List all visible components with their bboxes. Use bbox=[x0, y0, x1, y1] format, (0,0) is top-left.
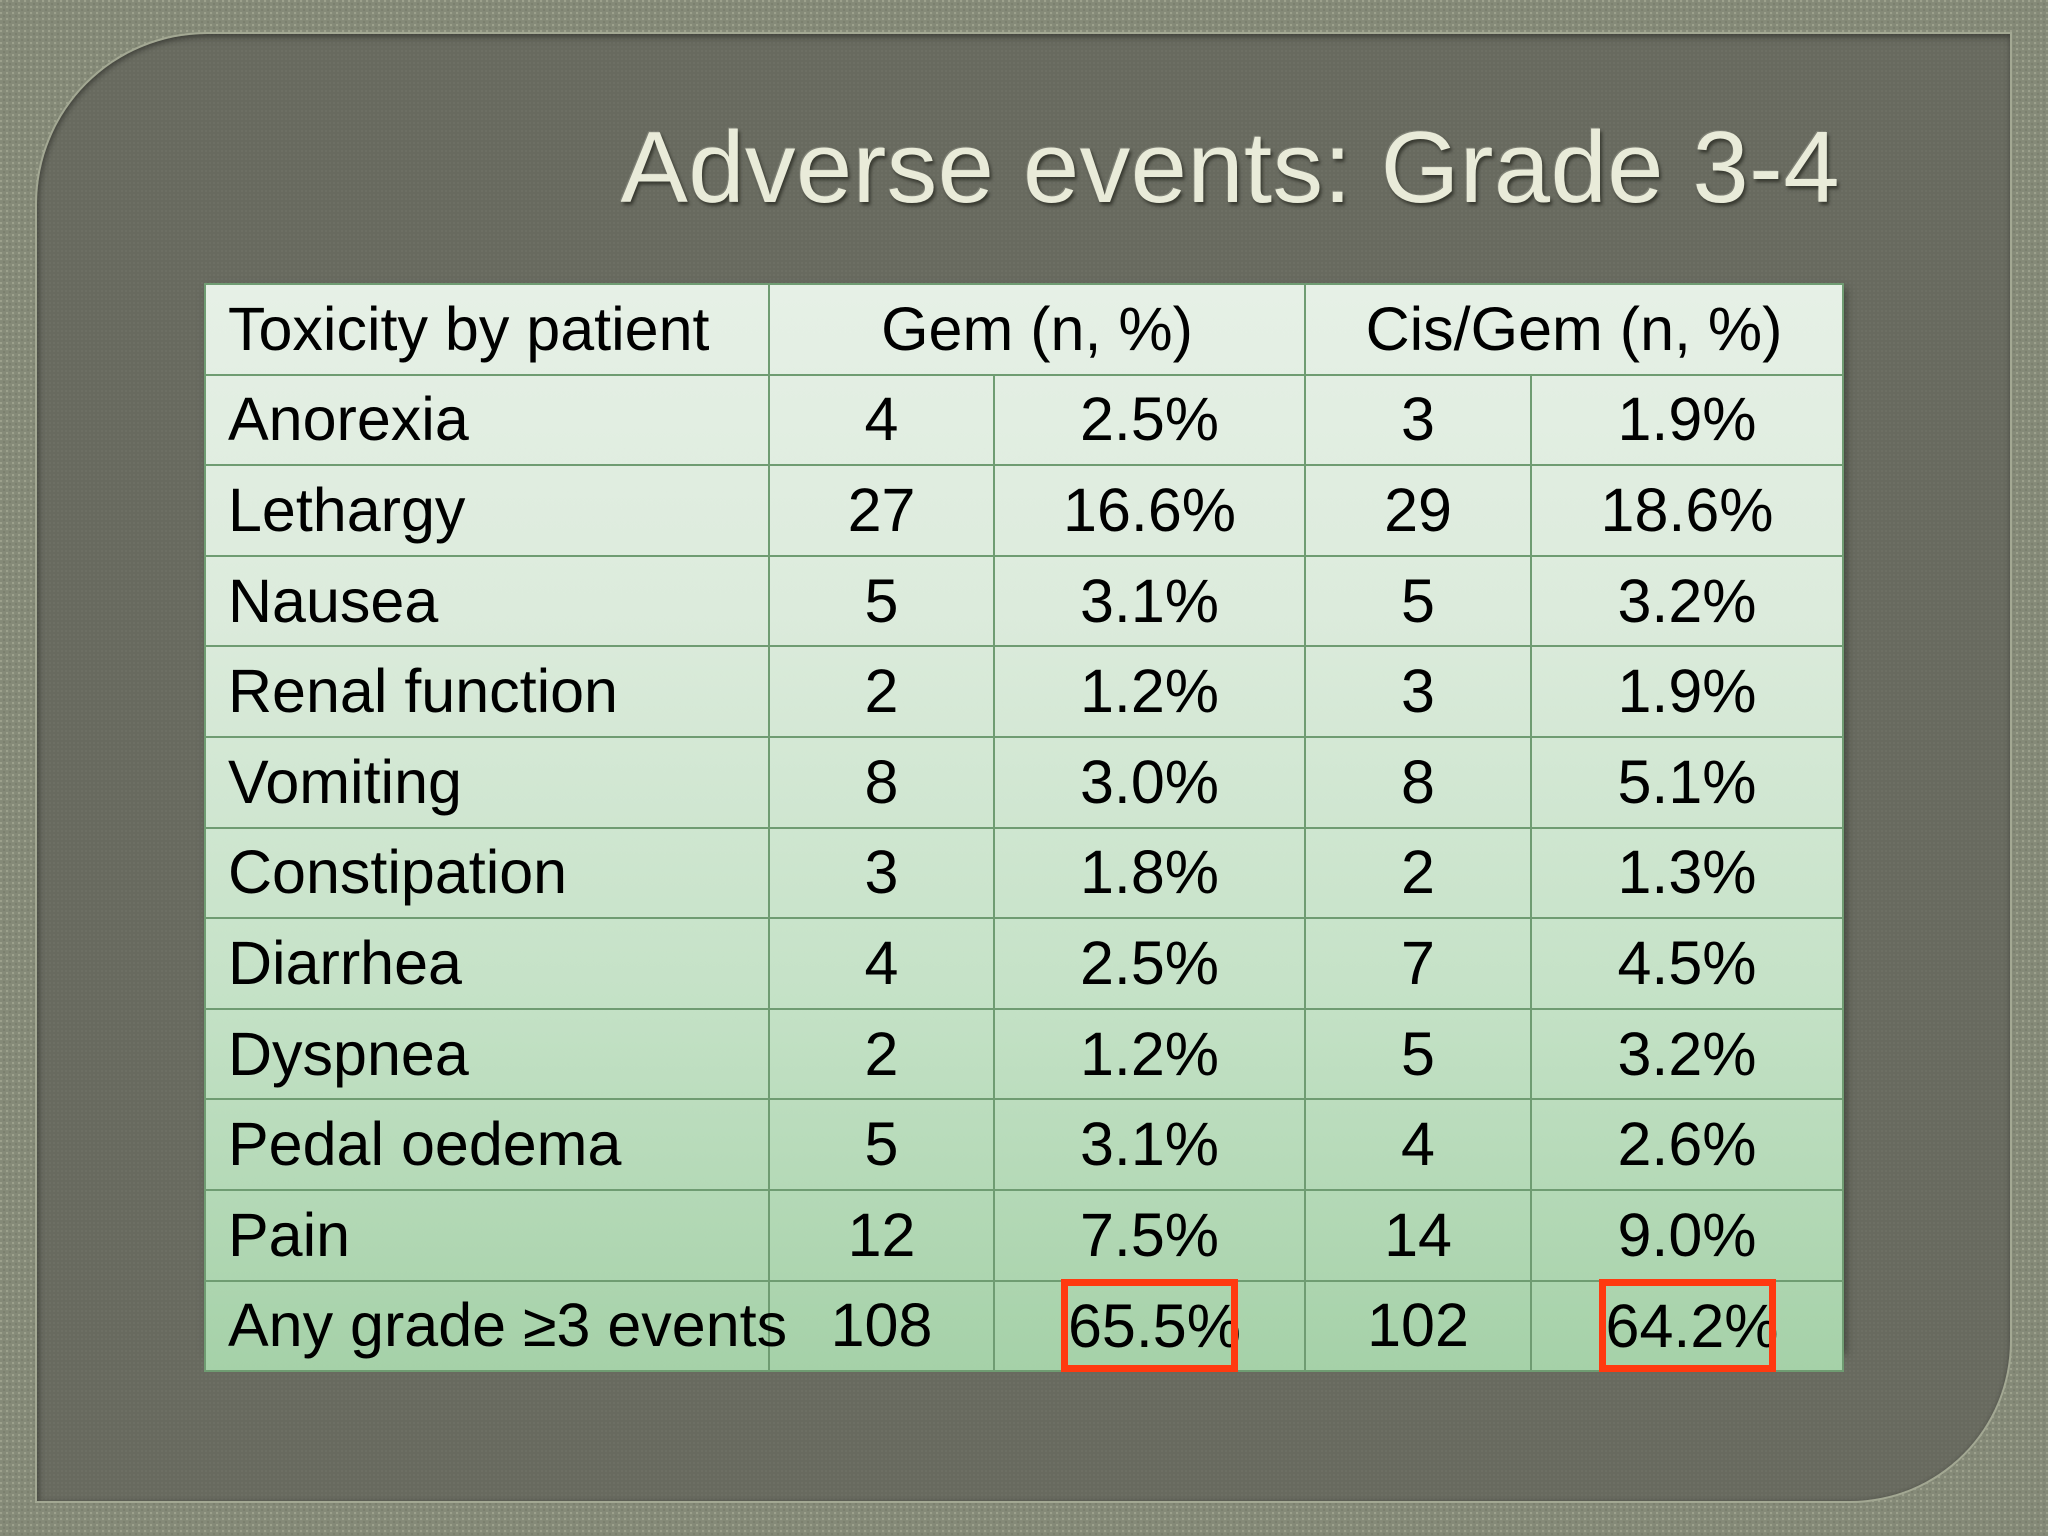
gem-pct: 2.5% bbox=[992, 917, 1307, 1010]
cisgem-n: 7 bbox=[1304, 917, 1533, 1010]
cisgem-pct: 3.2% bbox=[1530, 554, 1845, 648]
gem-pct: 7.5% bbox=[992, 1188, 1307, 1282]
cisgem-n: 29 bbox=[1304, 464, 1533, 557]
highlight-box-gem-pct: 65.5% bbox=[1061, 1279, 1241, 1373]
cisgem-pct: 9.0% bbox=[1530, 1188, 1845, 1282]
row-label: Nausea bbox=[204, 554, 770, 648]
table-row: Nausea 5 3.1% 5 3.2% bbox=[204, 554, 1845, 648]
cisgem-n: 3 bbox=[1304, 373, 1533, 467]
row-label: Dyspnea bbox=[204, 1007, 770, 1101]
table-row: Vomiting 8 3.0% 8 5.1% bbox=[204, 735, 1845, 829]
table-row: Pain 12 7.5% 14 9.0% bbox=[204, 1188, 1845, 1282]
cisgem-pct: 18.6% bbox=[1530, 464, 1845, 557]
total-gem-pct-cell: 65.5% bbox=[992, 1279, 1307, 1373]
cisgem-pct: 1.9% bbox=[1530, 645, 1845, 738]
gem-n: 5 bbox=[768, 554, 995, 648]
cisgem-n: 5 bbox=[1304, 1007, 1533, 1101]
cisgem-pct: 2.6% bbox=[1530, 1098, 1845, 1191]
row-label: Pedal oedema bbox=[204, 1098, 770, 1191]
table-row: Anorexia 4 2.5% 3 1.9% bbox=[204, 373, 1845, 467]
gem-n: 2 bbox=[768, 1007, 995, 1101]
gem-n: 4 bbox=[768, 917, 995, 1010]
cisgem-pct: 1.9% bbox=[1530, 373, 1845, 467]
cisgem-n: 14 bbox=[1304, 1188, 1533, 1282]
total-cisgem-n: 102 bbox=[1304, 1279, 1533, 1373]
adverse-events-table: Toxicity by patient Gem (n, %) Cis/Gem (… bbox=[204, 283, 1845, 1373]
table-row: Constipation 3 1.8% 2 1.3% bbox=[204, 826, 1845, 920]
gem-pct: 1.2% bbox=[992, 1007, 1307, 1101]
header-cisgem: Cis/Gem (n, %) bbox=[1304, 283, 1845, 376]
table-row: Diarrhea 4 2.5% 7 4.5% bbox=[204, 917, 1845, 1010]
adverse-events-table-container: Toxicity by patient Gem (n, %) Cis/Gem (… bbox=[204, 283, 1845, 1373]
table-total-row: Any grade ≥3 events 108 65.5% 102 64.2% bbox=[204, 1279, 1845, 1373]
gem-pct: 1.8% bbox=[992, 826, 1307, 920]
row-label: Lethargy bbox=[204, 464, 770, 557]
cisgem-pct: 1.3% bbox=[1530, 826, 1845, 920]
row-label: Constipation bbox=[204, 826, 770, 920]
cisgem-n: 5 bbox=[1304, 554, 1533, 648]
header-gem: Gem (n, %) bbox=[767, 283, 1307, 376]
table-row: Renal function 2 1.2% 3 1.9% bbox=[204, 645, 1845, 738]
table-row: Lethargy 27 16.6% 29 18.6% bbox=[204, 464, 1845, 557]
total-cisgem-pct-cell: 64.2% bbox=[1530, 1279, 1845, 1373]
gem-n: 2 bbox=[768, 645, 995, 738]
row-label: Diarrhea bbox=[204, 917, 770, 1010]
table-row: Dyspnea 2 1.2% 5 3.2% bbox=[204, 1007, 1845, 1101]
cisgem-n: 2 bbox=[1304, 826, 1533, 920]
cisgem-pct: 5.1% bbox=[1530, 735, 1845, 829]
row-label: Renal function bbox=[204, 645, 770, 738]
gem-pct: 3.1% bbox=[992, 554, 1307, 648]
cisgem-n: 3 bbox=[1304, 645, 1533, 738]
row-label: Anorexia bbox=[204, 373, 770, 467]
total-gem-n: 108 bbox=[768, 1279, 995, 1373]
cisgem-n: 4 bbox=[1304, 1098, 1533, 1191]
total-label: Any grade ≥3 events bbox=[204, 1279, 787, 1373]
cisgem-pct: 3.2% bbox=[1530, 1007, 1845, 1101]
gem-pct: 16.6% bbox=[992, 464, 1307, 557]
table-header-row: Toxicity by patient Gem (n, %) Cis/Gem (… bbox=[204, 283, 1845, 376]
gem-n: 5 bbox=[768, 1098, 995, 1191]
highlight-box-cisgem-pct: 64.2% bbox=[1598, 1279, 1778, 1373]
gem-pct: 2.5% bbox=[992, 373, 1307, 467]
slide-title: Adverse events: Grade 3-4 bbox=[620, 112, 1840, 224]
row-label: Pain bbox=[204, 1188, 770, 1282]
gem-n: 12 bbox=[768, 1188, 995, 1282]
table-row: Pedal oedema 5 3.1% 4 2.6% bbox=[204, 1098, 1845, 1191]
header-toxicity: Toxicity by patient bbox=[204, 283, 770, 376]
gem-n: 3 bbox=[768, 826, 995, 920]
row-label: Vomiting bbox=[204, 735, 770, 829]
gem-n: 27 bbox=[768, 464, 995, 557]
gem-pct: 3.1% bbox=[992, 1098, 1307, 1191]
gem-n: 4 bbox=[768, 373, 995, 467]
gem-pct: 3.0% bbox=[992, 735, 1307, 829]
gem-n: 8 bbox=[768, 735, 995, 829]
cisgem-pct: 4.5% bbox=[1530, 917, 1845, 1010]
cisgem-n: 8 bbox=[1304, 735, 1533, 829]
gem-pct: 1.2% bbox=[992, 645, 1307, 738]
